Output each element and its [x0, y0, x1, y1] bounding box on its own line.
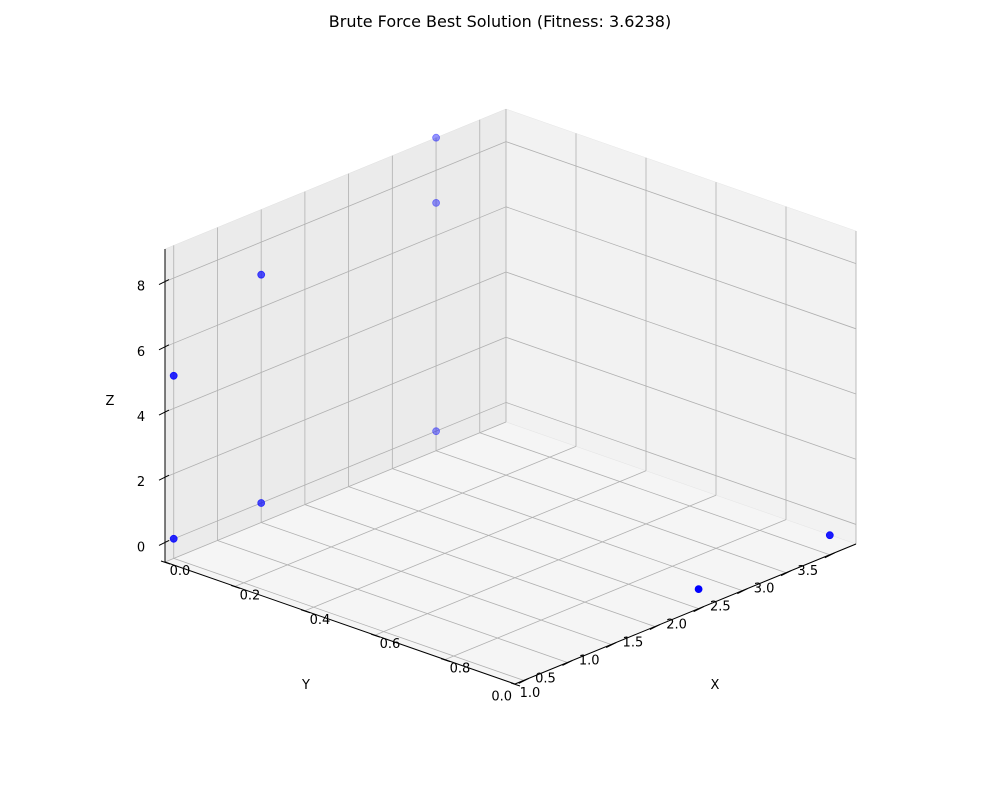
- y-axis-label: Y: [301, 678, 310, 693]
- x-tick-mark: [230, 584, 241, 589]
- z-tick-mark: [158, 279, 170, 286]
- data-point: [169, 534, 178, 543]
- z-tick-mark: [158, 539, 170, 546]
- grid-line-y-floor: [217, 540, 568, 663]
- grid-line-z-wall: [505, 402, 857, 525]
- z-tick-label: 0: [137, 540, 145, 555]
- y-tick-label: 2.5: [710, 600, 731, 615]
- tick-labels: 0.00.20.40.60.81.00.00.51.01.52.02.53.03…: [137, 280, 818, 705]
- grid-line-z-wall: [505, 336, 857, 460]
- axis-panes: [164, 108, 857, 685]
- y-tick-mark: [737, 588, 748, 595]
- y-tick-mark: [605, 642, 617, 648]
- z-tick-mark: [158, 474, 170, 481]
- x-axis-label: X: [711, 678, 720, 693]
- y-tick-label: 2.0: [666, 618, 687, 633]
- data-point: [432, 427, 441, 436]
- grid-line-y-floor: [479, 432, 830, 556]
- y-tick-label: 3.0: [754, 582, 775, 597]
- grid-line-x-floor: [234, 446, 577, 587]
- z-tick-mark: [158, 344, 170, 351]
- grid-line-y-floor: [392, 468, 743, 592]
- grid-line-y-floor: [261, 522, 612, 645]
- z-tick-label: 4: [137, 410, 145, 425]
- z-axis-label: Z: [106, 394, 115, 409]
- y-tick-label: 1.5: [623, 636, 644, 651]
- grid-line-z-wall: [505, 206, 857, 330]
- grid-line-y-floor: [348, 486, 699, 609]
- x-tick-label: 0.0: [170, 564, 191, 579]
- grid-line-x-floor: [444, 519, 787, 660]
- y-tick-mark: [693, 606, 704, 613]
- x-tick-label: 0.6: [380, 637, 401, 652]
- y-tick-mark: [824, 552, 835, 559]
- grid-line-x-floor: [374, 494, 717, 636]
- grid-line-z-wall: [505, 141, 857, 264]
- x-axis-line: [164, 561, 516, 685]
- grid-line-x-floor: [304, 470, 647, 612]
- y-tick-mark: [649, 624, 661, 631]
- y-tick-mark: [780, 570, 792, 577]
- grid-line-y-floor: [173, 558, 524, 681]
- z-tick-label: 6: [137, 345, 145, 360]
- y-tick-label: 1.0: [579, 654, 600, 669]
- y-tick-label: 0.5: [535, 671, 556, 686]
- y-tick-label: 0.0: [491, 689, 512, 704]
- grid-line-z-wall: [505, 271, 857, 395]
- grid-line-z-wall: [164, 206, 507, 348]
- x-tick-mark: [300, 609, 311, 614]
- data-point: [169, 371, 178, 380]
- data-point: [432, 198, 441, 207]
- z-tick-label: 2: [137, 475, 145, 490]
- grid-line-z-wall: [164, 336, 507, 478]
- z-tick-mark: [158, 409, 170, 416]
- data-point: [257, 270, 266, 279]
- data-point: [257, 499, 266, 507]
- y-tick-mark: [518, 677, 529, 684]
- grid-line-z-wall: [164, 402, 507, 543]
- grid-line-y-floor: [304, 504, 656, 627]
- grid-line-z-wall: [164, 271, 507, 413]
- grid-line-x-floor: [164, 421, 507, 563]
- grid-line-z-wall: [164, 141, 507, 282]
- z-tick-label: 8: [137, 280, 145, 295]
- x-tick-label: 1.0: [520, 686, 541, 701]
- x-tick-label: 0.8: [450, 662, 471, 677]
- grid-line-y-floor: [435, 450, 787, 574]
- x-tick-mark: [510, 682, 521, 687]
- x-tick-mark: [440, 658, 451, 663]
- chart-title: Brute Force Best Solution (Fitness: 3.62…: [328, 12, 672, 31]
- data-points: [169, 133, 834, 593]
- data-point: [432, 133, 441, 142]
- x-tick-label: 0.2: [240, 588, 261, 603]
- tick-marks: [158, 279, 835, 687]
- x-tick-mark: [160, 560, 171, 565]
- y-tick-label: 3.5: [797, 564, 818, 579]
- data-point: [825, 531, 834, 540]
- y-tick-mark: [562, 660, 573, 666]
- data-point: [694, 585, 703, 593]
- x-tick-label: 0.4: [310, 613, 331, 628]
- x-tick-mark: [370, 633, 381, 638]
